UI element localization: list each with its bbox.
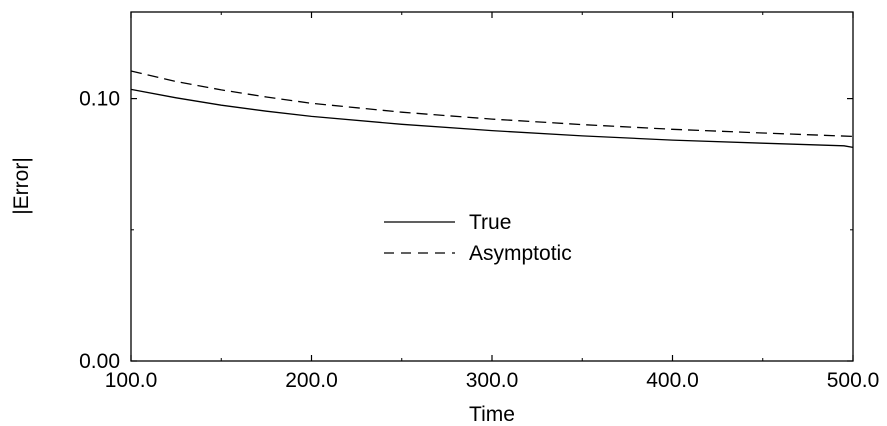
x-tick-label: 100.0 xyxy=(105,369,158,392)
plot-frame xyxy=(130,11,854,362)
series-line-asymptotic xyxy=(130,70,854,138)
legend-label-asymptotic: Asymptotic xyxy=(469,242,572,265)
x-tick-label: 500.0 xyxy=(827,369,880,392)
y-axis-label: |Error| xyxy=(10,157,33,215)
y-tick-label: 0.10 xyxy=(79,88,120,111)
axis-ticks xyxy=(130,12,854,362)
x-tick-label: 300.0 xyxy=(466,369,519,392)
legend-label-true: True xyxy=(469,211,511,234)
series-line-true xyxy=(130,88,854,149)
series-lines xyxy=(130,70,854,149)
x-tick-label: 400.0 xyxy=(646,369,699,392)
x-axis-label: Time xyxy=(469,403,515,426)
legend: True Asymptotic xyxy=(384,211,572,265)
y-tick-label: 0.00 xyxy=(79,350,120,373)
x-tick-label: 200.0 xyxy=(285,369,338,392)
tick-labels: 100.0 200.0 300.0 400.0 500.0 0.00 0.10 xyxy=(79,88,879,392)
